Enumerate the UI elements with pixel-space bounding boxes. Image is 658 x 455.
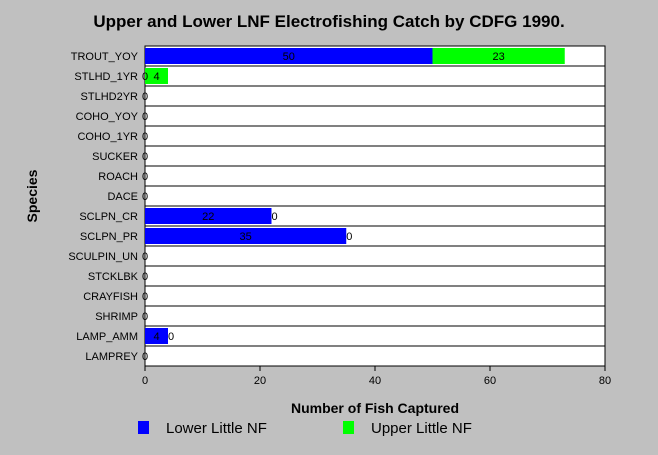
- data-label: 0: [142, 191, 148, 203]
- category-label: LAMP_AMM: [76, 331, 138, 343]
- data-label: 0: [142, 131, 148, 143]
- category-label: SCLPN_CR: [79, 211, 138, 223]
- data-label: 0: [142, 91, 148, 103]
- data-label: 0: [142, 311, 148, 323]
- data-label: 0: [346, 231, 352, 243]
- data-label: 0: [271, 211, 277, 223]
- data-label: 4: [153, 71, 159, 83]
- x-tick-label: 80: [599, 375, 611, 387]
- x-tick-label: 40: [369, 375, 381, 387]
- bar-lower: [145, 48, 433, 64]
- category-label: ROACH: [98, 171, 138, 183]
- category-label: COHO_1YR: [77, 131, 138, 143]
- data-label: 0: [142, 251, 148, 263]
- category-label: COHO_YOY: [76, 111, 139, 123]
- data-label: 22: [202, 211, 214, 223]
- data-label: 23: [493, 51, 505, 63]
- category-label: SUCKER: [92, 151, 138, 163]
- category-label: STLHD_1YR: [74, 71, 138, 83]
- data-label: 50: [283, 51, 295, 63]
- data-label: 0: [142, 71, 148, 83]
- x-tick-label: 20: [254, 375, 266, 387]
- bar-upper: [432, 48, 565, 64]
- data-label: 35: [240, 231, 252, 243]
- x-tick-label: 60: [484, 375, 496, 387]
- legend-label-upper: Upper Little NF: [371, 420, 472, 437]
- category-label: LAMPREY: [85, 351, 138, 363]
- category-label: SCLPN_PR: [80, 231, 138, 243]
- data-label: 0: [142, 291, 148, 303]
- legend-swatch-upper: [343, 421, 354, 434]
- chart-title: Upper and Lower LNF Electrofishing Catch…: [93, 12, 565, 31]
- data-label: 0: [142, 271, 148, 283]
- category-label: CRAYFISH: [83, 291, 138, 303]
- category-label: SHRIMP: [95, 311, 138, 323]
- legend-swatch-lower: [138, 421, 149, 434]
- data-label: 0: [168, 331, 174, 343]
- x-axis-label: Number of Fish Captured: [290, 400, 459, 416]
- category-labels: TROUT_YOY STLHD_1YR STLHD2YR COHO_YOY COHO_1…: [68, 51, 138, 363]
- category-label: STLHD2YR: [81, 91, 139, 103]
- data-label: 4: [153, 331, 159, 343]
- bar-lower: [145, 208, 272, 224]
- bar-upper: [145, 68, 168, 84]
- x-tick-label: 0: [142, 375, 148, 387]
- category-label: DACE: [107, 191, 138, 203]
- data-label: 0: [142, 171, 148, 183]
- category-label: STCKLBK: [88, 271, 139, 283]
- x-ticks: 0 20 40 60 80: [142, 366, 611, 387]
- data-label: 0: [142, 111, 148, 123]
- bar-lower: [145, 228, 347, 244]
- bars: [145, 48, 565, 344]
- legend-label-lower: Lower Little NF: [166, 420, 267, 437]
- bar-lower: [145, 328, 168, 344]
- category-label: TROUT_YOY: [71, 51, 139, 63]
- data-label: 0: [142, 351, 148, 363]
- grid: [144, 45, 606, 367]
- category-label: SCULPIN_UN: [68, 251, 138, 263]
- data-label: 0: [142, 151, 148, 163]
